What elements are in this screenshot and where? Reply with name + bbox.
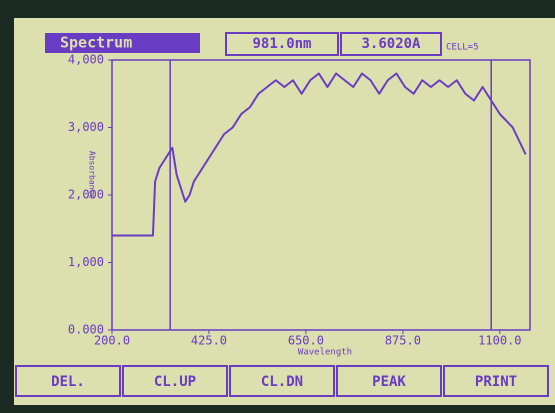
plot: 0.000 1,000 2,000 3,000 4,000 200.0 425.0 650.0… <box>68 53 531 348</box>
cell: CELL=5 <box>446 43 479 53</box>
softkey[interactable] <box>15 365 121 397</box>
screen <box>14 18 555 405</box>
softkey[interactable] <box>122 365 228 397</box>
x-axis-label: Wavelength <box>298 348 352 358</box>
mode: Spectrum <box>60 34 132 52</box>
x-tick-label: 650.0 <box>288 334 324 348</box>
button-bar: DEL. CL.UP CL.DN PEAK PRINT <box>15 365 549 397</box>
softkey-label[interactable]: CL.UP <box>154 374 196 390</box>
spectrum-line <box>112 72 527 237</box>
softkey-label[interactable]: PEAK <box>372 374 406 390</box>
y-axis-label: Absorbance <box>88 151 97 199</box>
x-tick-label: 200.0 <box>94 334 130 348</box>
softkey-label[interactable]: DEL. <box>51 374 85 390</box>
y-tick-label: 2,000 <box>68 188 104 202</box>
reading: 3.6020A <box>361 36 421 52</box>
reading-box <box>340 32 442 56</box>
softkey[interactable] <box>336 365 442 397</box>
x-tick-label: 425.0 <box>191 334 227 348</box>
wavelength: 981.0nm <box>252 36 311 52</box>
mode-box <box>45 33 200 53</box>
softkey[interactable] <box>229 365 335 397</box>
softkey-label[interactable]: CL.DN <box>261 374 303 390</box>
y-tick-label: 3,000 <box>68 120 104 134</box>
y-tick-label: 4,000 <box>68 53 104 67</box>
wavelength-box <box>225 32 339 56</box>
softkey-label[interactable]: PRINT <box>475 374 517 390</box>
x-tick-label: 875.0 <box>385 334 421 348</box>
softkey[interactable] <box>443 365 549 397</box>
y-tick-label: 1,000 <box>68 255 104 269</box>
x-tick-label: 1100.0 <box>478 334 521 348</box>
y-tick-label: 0.000 <box>68 323 104 337</box>
